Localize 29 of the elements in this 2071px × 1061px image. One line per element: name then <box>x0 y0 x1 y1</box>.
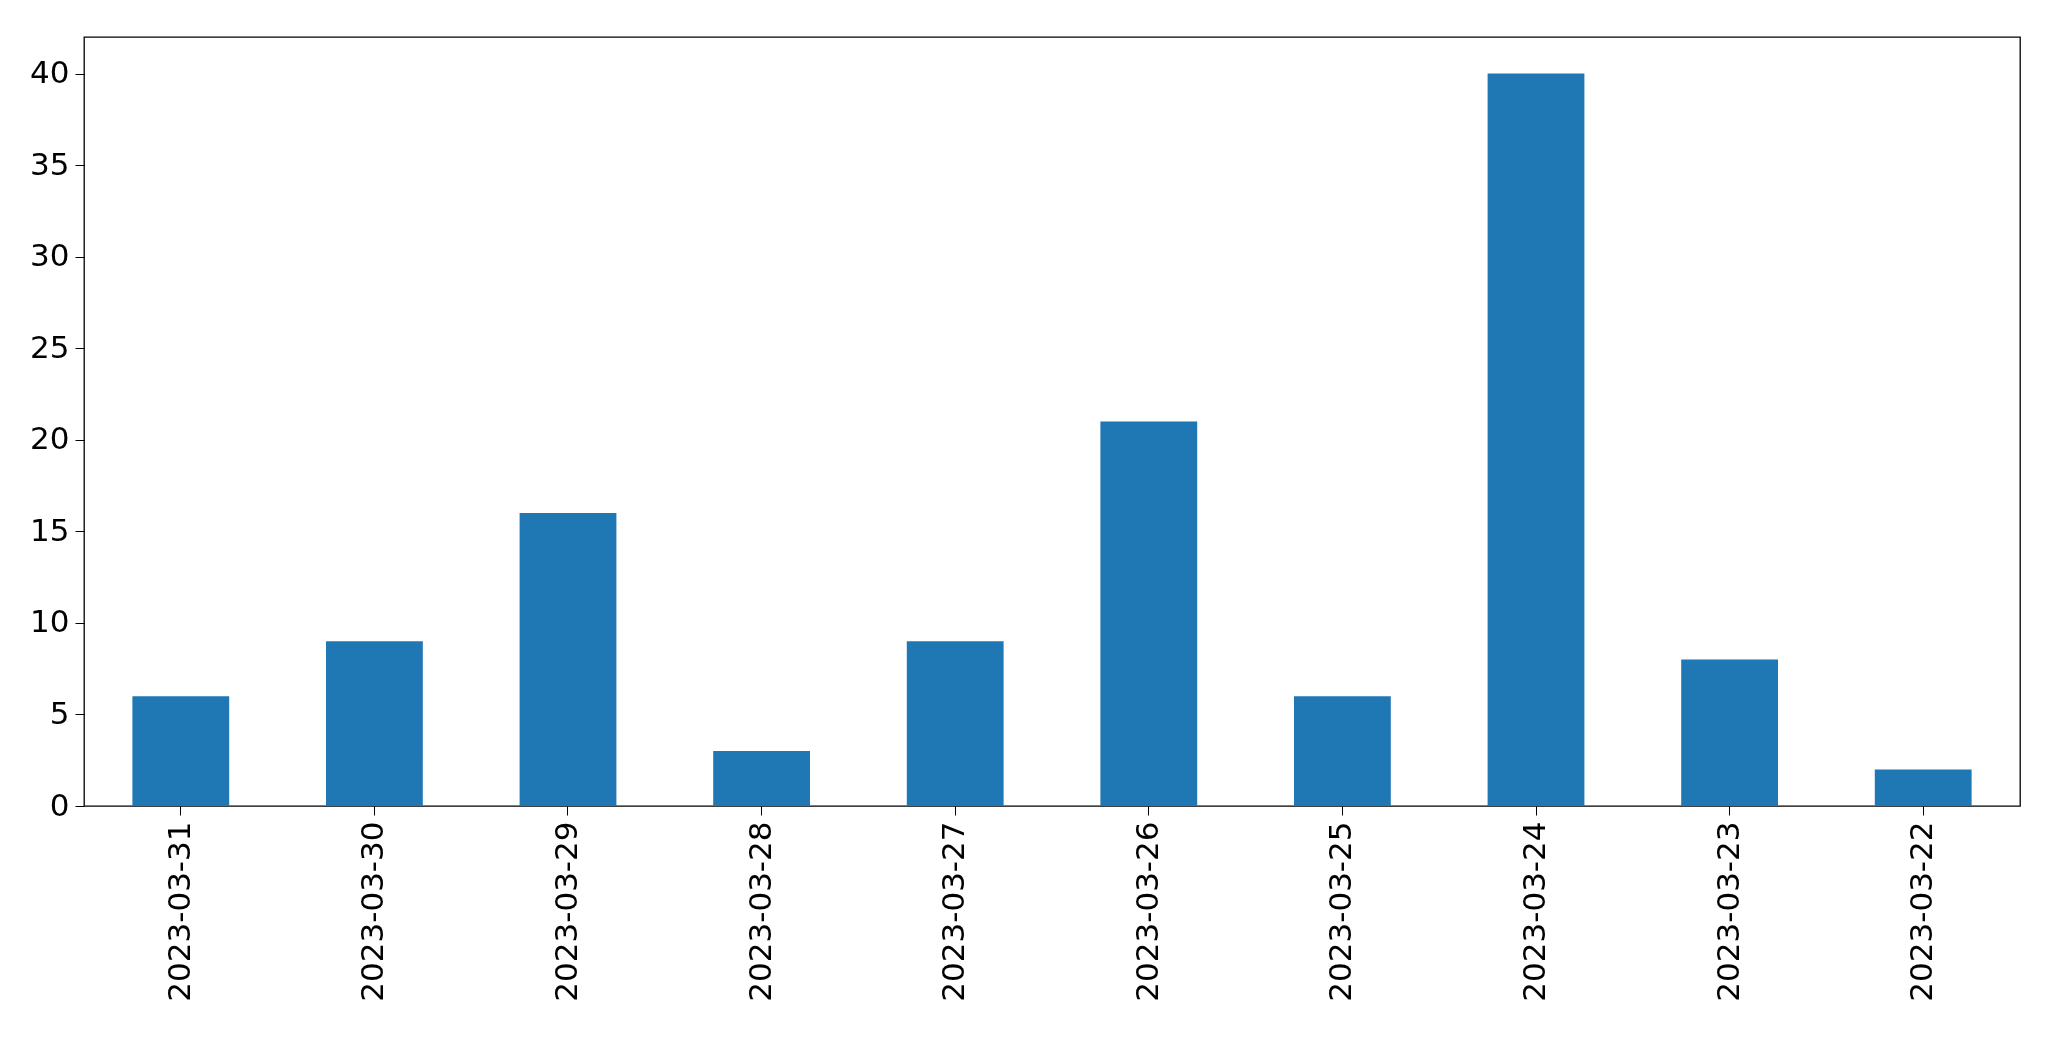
x-tick-label: 2023-03-26 <box>1128 821 1165 1002</box>
bar <box>713 751 810 806</box>
y-tick-label: 10 <box>30 603 70 640</box>
bar <box>1487 73 1585 806</box>
bar <box>1874 769 1972 806</box>
y-tick-label: 35 <box>30 145 70 182</box>
y-tick-label: 40 <box>30 54 70 91</box>
y-tick-label: 15 <box>30 511 70 548</box>
x-tick-label: 2023-03-28 <box>741 821 778 1002</box>
x-tick-label: 2023-03-31 <box>160 821 197 1002</box>
bar <box>326 641 423 806</box>
bar <box>906 641 1004 806</box>
x-tick-label: 2023-03-27 <box>935 821 972 1002</box>
bar <box>1681 659 1778 806</box>
x-tick-label: 2023-03-25 <box>1322 821 1359 1002</box>
x-tick-label: 2023-03-22 <box>1903 821 1940 1002</box>
x-tick-label: 2023-03-29 <box>548 821 584 1002</box>
bar <box>1100 421 1198 806</box>
x-tick-label: 2023-03-30 <box>354 821 391 1002</box>
x-tick-label: 2023-03-24 <box>1516 821 1552 1002</box>
bar <box>519 513 617 806</box>
x-tick-label: 2023-03-23 <box>1709 821 1746 1002</box>
y-tick-label: 5 <box>49 694 70 731</box>
y-tick-label: 25 <box>30 328 70 365</box>
y-tick-label: 0 <box>49 786 70 823</box>
y-tick-label: 20 <box>30 420 70 457</box>
bar <box>1294 696 1391 806</box>
y-tick-label: 30 <box>30 237 70 274</box>
bar <box>132 696 230 806</box>
